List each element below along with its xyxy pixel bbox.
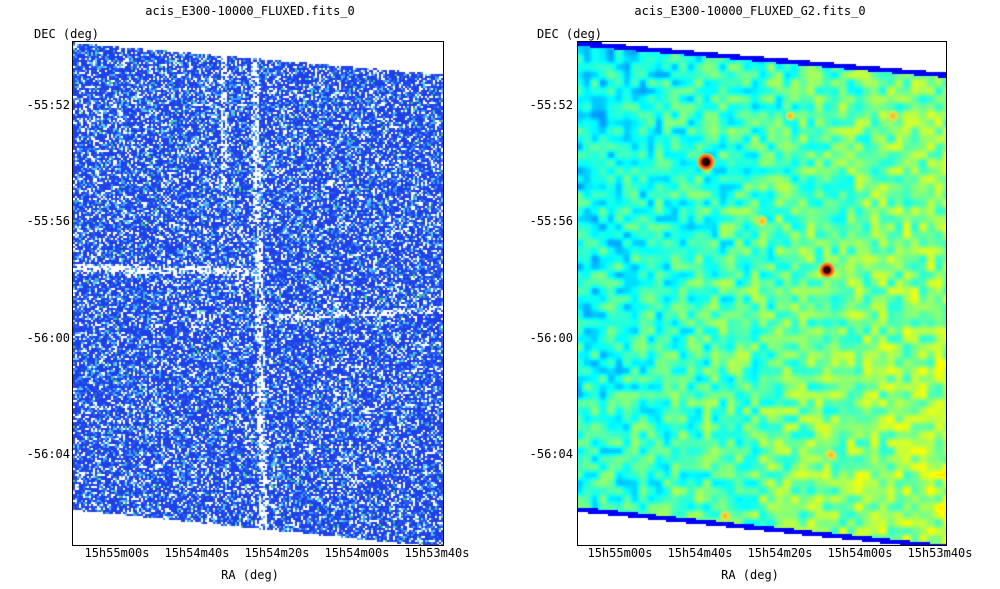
- right-y-axis-label: DEC (deg): [537, 27, 603, 41]
- left-panel: acis_E300-10000_FLUXED.fits_0 DEC (deg) …: [26, 4, 470, 582]
- right-panel: acis_E300-10000_FLUXED_G2.fits_0 DEC (de…: [500, 0, 1000, 589]
- left-x-tick: 15h54m20s: [244, 546, 310, 560]
- left-y-tick: -56:04: [26, 447, 70, 461]
- right-image-plot[interactable]: [577, 41, 947, 546]
- left-y-tick: -55:52: [26, 98, 70, 112]
- right-x-axis-label: RA (deg): [721, 568, 779, 582]
- right-x-tick: 15h54m20s: [747, 546, 813, 560]
- left-image-plot[interactable]: [72, 41, 444, 546]
- right-x-tick: 15h54m40s: [667, 546, 733, 560]
- left-y-tick: -55:56: [26, 214, 70, 228]
- left-x-tick: 15h54m00s: [324, 546, 390, 560]
- right-x-tick: 15h54m00s: [827, 546, 893, 560]
- left-x-axis-label: RA (deg): [221, 568, 279, 582]
- right-y-tick: -55:52: [529, 98, 573, 112]
- right-y-tick: -55:56: [529, 214, 573, 228]
- right-x-tick: 15h53m40s: [907, 546, 973, 560]
- left-image-canvas: [73, 42, 443, 545]
- right-x-tick: 15h55m00s: [587, 546, 653, 560]
- right-y-tick: -56:04: [529, 447, 573, 461]
- left-y-tick: -56:00: [26, 331, 70, 345]
- left-x-tick: 15h54m40s: [164, 546, 230, 560]
- left-chart-title: acis_E300-10000_FLUXED.fits_0: [145, 4, 355, 18]
- right-image-canvas: [578, 42, 946, 545]
- left-x-tick: 15h55m00s: [84, 546, 150, 560]
- left-y-axis-label: DEC (deg): [34, 27, 100, 41]
- right-chart-title: acis_E300-10000_FLUXED_G2.fits_0: [634, 4, 866, 18]
- left-x-tick: 15h53m40s: [404, 546, 470, 560]
- right-y-tick: -56:00: [529, 331, 573, 345]
